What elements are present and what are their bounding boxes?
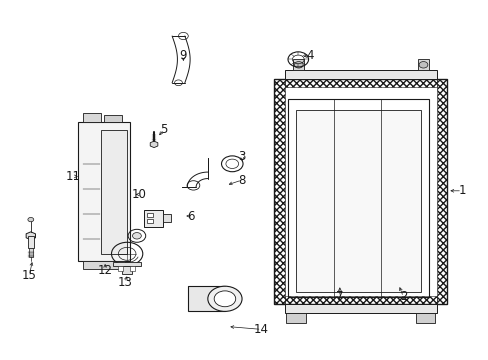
Circle shape (214, 291, 235, 307)
Bar (163, 214, 170, 222)
Circle shape (418, 62, 427, 68)
Bar (273, 79, 284, 304)
Bar (83, 113, 101, 122)
Circle shape (132, 233, 141, 239)
Bar (144, 210, 163, 227)
Bar (113, 262, 141, 266)
Text: 9: 9 (179, 49, 187, 62)
Text: 12: 12 (98, 264, 112, 276)
Bar (284, 70, 436, 79)
Circle shape (196, 296, 204, 302)
Bar (293, 59, 304, 70)
Bar (83, 261, 124, 269)
Text: 2: 2 (399, 291, 407, 303)
Bar (188, 286, 197, 290)
Bar (436, 79, 447, 304)
Bar (28, 236, 34, 248)
Bar (295, 110, 420, 292)
Polygon shape (150, 141, 158, 148)
Text: 11: 11 (66, 170, 81, 183)
Circle shape (28, 217, 34, 222)
Polygon shape (26, 232, 36, 240)
Bar (188, 286, 224, 311)
Bar (284, 304, 436, 313)
Circle shape (207, 286, 242, 311)
Text: 10: 10 (132, 188, 146, 201)
Bar (415, 313, 434, 323)
Bar (78, 122, 129, 261)
Text: 4: 4 (306, 49, 314, 62)
Text: 15: 15 (22, 269, 37, 282)
Bar (284, 296, 436, 304)
Bar (285, 313, 305, 323)
Text: 1: 1 (457, 184, 465, 197)
Bar (284, 79, 436, 87)
Text: 13: 13 (117, 276, 132, 289)
Bar (122, 266, 132, 274)
Circle shape (294, 62, 303, 68)
Bar (417, 59, 428, 70)
Text: 14: 14 (254, 323, 268, 336)
Bar (147, 219, 152, 223)
Bar (273, 79, 447, 304)
Bar (147, 213, 152, 217)
Text: 7: 7 (335, 291, 343, 303)
Text: 6: 6 (186, 210, 194, 222)
Bar (103, 115, 122, 122)
Bar (118, 266, 123, 271)
Bar (29, 248, 33, 257)
Bar (130, 266, 135, 271)
Text: 5: 5 (160, 123, 167, 136)
Text: 3: 3 (238, 150, 245, 163)
Bar (287, 99, 428, 297)
Bar (101, 130, 127, 254)
Text: 8: 8 (238, 174, 245, 186)
